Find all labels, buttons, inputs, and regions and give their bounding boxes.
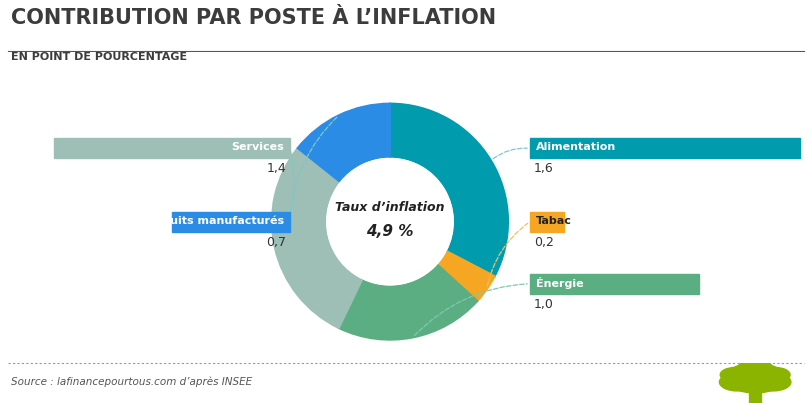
Text: 4,9 %: 4,9 % <box>366 224 414 239</box>
Bar <box>749 391 760 403</box>
Text: 0,2: 0,2 <box>534 236 553 249</box>
Text: Produits manufacturés: Produits manufacturés <box>140 216 284 226</box>
Text: 1,4: 1,4 <box>266 162 285 175</box>
Circle shape <box>760 368 789 382</box>
Bar <box>530 274 698 294</box>
Bar <box>54 138 290 158</box>
Circle shape <box>754 373 790 391</box>
Circle shape <box>736 360 772 378</box>
Text: Énergie: Énergie <box>535 277 583 289</box>
Text: 1,6: 1,6 <box>534 162 553 175</box>
Bar <box>172 212 290 232</box>
Circle shape <box>724 363 784 393</box>
Text: 0,7: 0,7 <box>266 236 285 249</box>
Wedge shape <box>298 104 389 181</box>
Circle shape <box>719 368 749 382</box>
Text: Tabac: Tabac <box>535 216 571 226</box>
Wedge shape <box>389 104 508 276</box>
Wedge shape <box>438 252 494 301</box>
Text: EN POINT DE POURCENTAGE: EN POINT DE POURCENTAGE <box>11 52 187 62</box>
Wedge shape <box>338 265 477 340</box>
Text: Taux d’inflation: Taux d’inflation <box>335 201 444 214</box>
Text: 1,0: 1,0 <box>534 298 553 311</box>
Text: Services: Services <box>231 142 284 152</box>
Text: CONTRIBUTION PAR POSTE À L’INFLATION: CONTRIBUTION PAR POSTE À L’INFLATION <box>11 8 495 28</box>
Text: Source : lafinancepourtous.com d’après INSEE: Source : lafinancepourtous.com d’après I… <box>11 377 251 387</box>
Wedge shape <box>272 148 362 328</box>
Text: Alimentation: Alimentation <box>535 142 616 152</box>
Bar <box>530 138 799 158</box>
Circle shape <box>719 373 754 391</box>
Bar <box>530 212 563 232</box>
Circle shape <box>327 159 453 285</box>
